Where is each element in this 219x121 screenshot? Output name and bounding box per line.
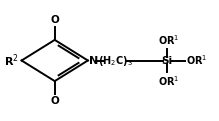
Text: O: O <box>50 15 59 25</box>
Text: OR$^1$: OR$^1$ <box>186 54 208 67</box>
Text: Si: Si <box>161 56 173 65</box>
Text: O: O <box>50 96 59 106</box>
Text: (H$_2$C)$_3$: (H$_2$C)$_3$ <box>98 53 132 68</box>
Text: R$^2$: R$^2$ <box>4 52 18 69</box>
Text: OR$^1$: OR$^1$ <box>158 74 180 88</box>
Text: N: N <box>89 56 98 65</box>
Text: OR$^1$: OR$^1$ <box>158 33 180 47</box>
